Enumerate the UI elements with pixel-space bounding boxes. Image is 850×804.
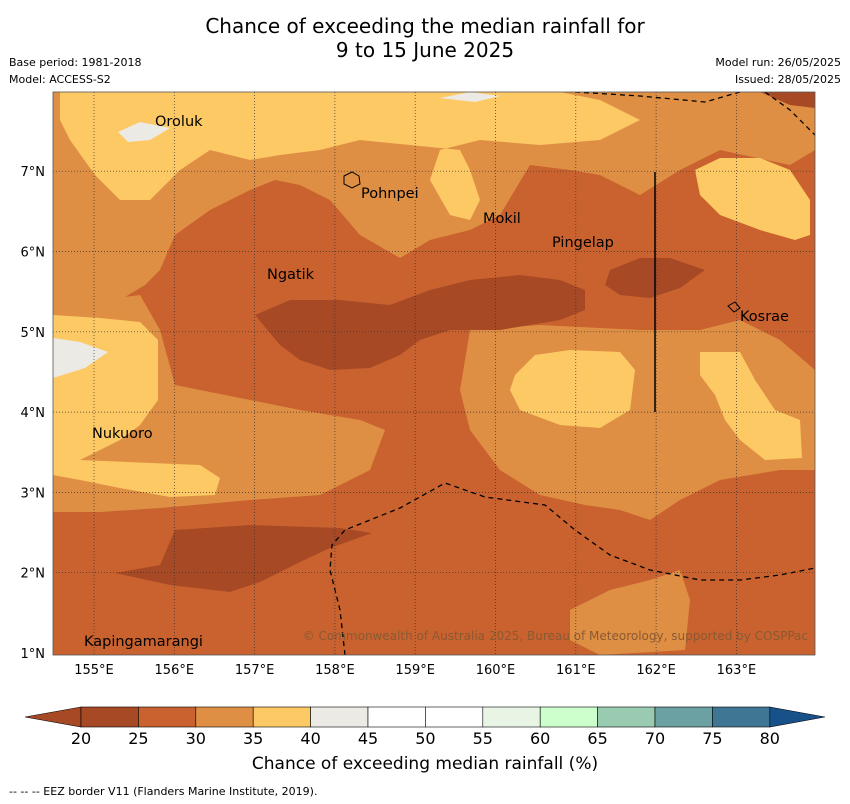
colorbar-segment (252, 706, 311, 728)
lat-tick-label: 3°N (21, 486, 46, 501)
band-35-40-northeast (695, 158, 810, 240)
colorbar-over-arrow (769, 706, 826, 728)
title-line-1: Chance of exceeding the median rainfall … (205, 14, 645, 38)
colorbar-segment (712, 706, 771, 728)
kosrae-island-outline (727, 301, 741, 313)
colorbar-tick-label: 30 (185, 729, 206, 748)
colorbar-tick-label: 60 (530, 729, 551, 748)
lon-tick-label: 156°E (155, 663, 195, 678)
lon-tick-labels: 155°E 156°E 157°E 158°E 159°E 160°E 161°E 162°E… (74, 663, 756, 678)
band-40-45-north (440, 92, 500, 102)
band-20-25-central (255, 275, 585, 370)
gridlines (53, 92, 815, 655)
colorbar-tick-label: 80 (759, 729, 780, 748)
pohnpei-island-outline (343, 171, 361, 189)
lat-tick-labels: 1°N 2°N 3°N 4°N 5°N 6°N 7°N (21, 165, 46, 662)
colorbar-tick-label: 25 (128, 729, 149, 748)
meta-left: Base period: 1981-2018 Model: ACCESS-S2 (9, 54, 141, 88)
map-frame (52, 91, 816, 656)
colorbar-tick-label: 50 (415, 729, 436, 748)
lon-tick-label: 160°E (476, 663, 516, 678)
eez-footnote: -- -- -- EEZ border V11 (Flanders Marine… (9, 785, 318, 798)
band-35-40-far-east (700, 352, 802, 460)
lon-tick-label: 158°E (315, 663, 355, 678)
colorbar-segment (539, 706, 598, 728)
colorbar-segment (654, 706, 713, 728)
colorbar-tick-label: 70 (644, 729, 666, 748)
place-pingelap: Pingelap (552, 235, 614, 251)
lon-tick-label: 161°E (556, 663, 596, 678)
place-oroluk: Oroluk (155, 114, 203, 130)
colorbar-tick-label: 40 (300, 729, 321, 748)
map-fill: Oroluk Pohnpei Mokil Pingelap Ngatik Kos… (53, 92, 815, 655)
lat-tick-label: 4°N (21, 406, 46, 421)
colorbar-title: Chance of exceeding median rainfall (%) (251, 754, 599, 774)
lon-tick-label: 157°E (235, 663, 275, 678)
lat-tick-label: 7°N (21, 165, 46, 180)
lon-tick-label: 162°E (636, 663, 676, 678)
band-20-25-northeast (760, 92, 815, 108)
colorbar-tick-label: 75 (702, 729, 723, 748)
colorbar-segment (138, 706, 197, 728)
colorbar-segment (195, 706, 254, 728)
colorbar-segment (80, 706, 139, 728)
place-labels: Oroluk Pohnpei Mokil Pingelap Ngatik Kos… (84, 114, 789, 650)
model-run: Model run: 26/05/2025 (715, 56, 841, 69)
place-nukuoro: Nukuoro (92, 426, 153, 442)
eez-borders (329, 92, 815, 655)
place-mokil: Mokil (483, 211, 521, 227)
colorbar-under-arrow (24, 706, 82, 728)
band-30-35-southeast (570, 570, 690, 655)
band-35-40-north (60, 92, 640, 220)
model-name: Model: ACCESS-S2 (9, 73, 111, 86)
band-20-25-south (115, 525, 372, 592)
place-pohnpei: Pohnpei (361, 186, 419, 202)
band-40-45-oroluk (118, 122, 170, 142)
place-kapingamarangi: Kapingamarangi (84, 634, 203, 650)
colorbar-segment (482, 706, 541, 728)
colorbar-tick-label: 35 (243, 729, 264, 748)
issued-date: Issued: 28/05/2025 (734, 73, 841, 86)
place-ngatik: Ngatik (267, 267, 315, 283)
lat-tick-label: 1°N (21, 647, 46, 662)
colorbar-segment (425, 706, 484, 728)
colorbar-tick-label: 65 (587, 729, 608, 748)
lat-tick-label: 5°N (21, 326, 46, 341)
base-period: Base period: 1981-2018 (9, 56, 142, 69)
lat-tick-label: 2°N (21, 567, 46, 582)
lat-tick-label: 6°N (21, 246, 46, 261)
colorbar-tick-label: 20 (70, 729, 92, 748)
lon-tick-label: 163°E (717, 663, 757, 678)
colorbar-segment (597, 706, 656, 728)
colorbar-segment (310, 706, 369, 728)
meta-right: Model run: 26/05/2025 Issued: 28/05/2025 (715, 54, 841, 88)
colorbar (24, 706, 826, 728)
lon-tick-label: 155°E (74, 663, 114, 678)
colorbar-tick-label: 55 (472, 729, 493, 748)
lon-tick-label: 159°E (395, 663, 435, 678)
band-35-40-east (510, 350, 635, 428)
place-kosrae: Kosrae (740, 309, 789, 325)
colorbar-tick-label: 45 (357, 729, 379, 748)
title-line-2: 9 to 15 June 2025 (335, 38, 515, 62)
colorbar-segment (367, 706, 426, 728)
copyright-text: © Commonwealth of Australia 2025, Bureau… (303, 629, 808, 643)
